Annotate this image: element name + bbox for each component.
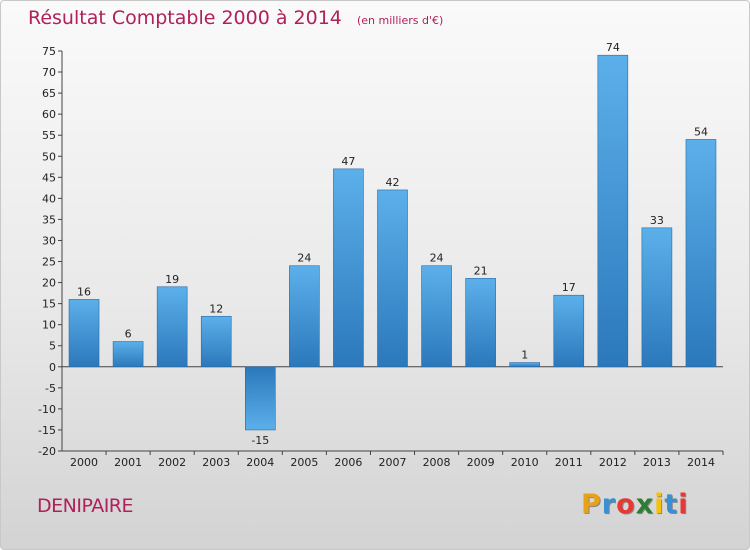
bar — [685, 139, 717, 368]
data-label: 24 — [430, 252, 444, 265]
bar — [156, 286, 188, 368]
x-tick-label: 2008 — [423, 456, 451, 469]
data-label: 19 — [165, 273, 179, 286]
x-tick-label: 2013 — [643, 456, 671, 469]
bar — [200, 315, 232, 368]
y-tick-label: 75 — [42, 45, 56, 58]
y-tick-label: -5 — [45, 382, 56, 395]
y-tick-label: 50 — [42, 150, 56, 163]
logo-letter: t — [664, 489, 679, 520]
y-tick-label: 55 — [42, 129, 56, 142]
proxiti-logo: Proxiti — [581, 489, 689, 520]
data-label: 16 — [77, 285, 91, 298]
logo-letter: i — [654, 489, 665, 520]
chart-title: Résultat Comptable 2000 à 2014 — [28, 7, 342, 29]
bar — [421, 265, 452, 368]
data-label: 12 — [209, 302, 223, 315]
y-tick-label: 60 — [42, 108, 56, 121]
y-tick-label: -10 — [38, 403, 56, 416]
x-tick-label: 2005 — [290, 456, 318, 469]
y-tick-label: 25 — [42, 256, 56, 269]
y-tick-label: 0 — [49, 361, 56, 374]
logo-letter: x — [635, 489, 655, 520]
bar — [641, 227, 673, 368]
y-tick-label: 45 — [42, 171, 56, 184]
data-label: 54 — [694, 125, 708, 138]
x-tick-label: 2003 — [202, 456, 230, 469]
x-tick-label: 2012 — [599, 456, 627, 469]
logo-letter: i — [678, 489, 689, 520]
y-tick-label: 35 — [42, 213, 56, 226]
x-tick-label: 2001 — [114, 456, 142, 469]
logo-letter: o — [616, 489, 636, 520]
y-tick-label: -20 — [38, 445, 56, 458]
axes: -20 -15 -10 -5 0 5 10 15 20 25 30 35 40 45 50 55 60 65 70 7… — [38, 45, 724, 469]
bar — [68, 299, 100, 368]
x-tick-label: 2009 — [467, 456, 495, 469]
data-label: 33 — [650, 214, 664, 227]
x-tick-label: 2007 — [379, 456, 407, 469]
bar — [333, 168, 364, 368]
data-label: 1 — [521, 349, 528, 362]
data-label: 24 — [297, 252, 311, 265]
y-tick-label: 10 — [42, 319, 56, 332]
commune-name: DENIPAIRE — [37, 495, 134, 517]
bar — [509, 362, 541, 368]
data-label: 74 — [606, 41, 620, 54]
y-tick-label: 30 — [42, 234, 56, 247]
x-tick-label: 2000 — [70, 456, 98, 469]
bar — [377, 189, 408, 368]
title-row: Résultat Comptable 2000 à 2014 (en milli… — [28, 7, 443, 29]
bar — [553, 294, 585, 368]
data-label: -15 — [251, 434, 269, 447]
bars — [68, 54, 717, 431]
data-label: 6 — [125, 328, 132, 341]
y-tick-label: 5 — [49, 340, 56, 353]
y-tick-label: 65 — [42, 87, 56, 100]
logo-letter: r — [601, 489, 617, 520]
bar — [289, 265, 320, 368]
bar — [245, 366, 276, 431]
x-tick-label: 2014 — [687, 456, 715, 469]
x-tick-label: 2004 — [246, 456, 274, 469]
data-label: 47 — [341, 155, 355, 168]
chart-subtitle: (en milliers d'€) — [356, 14, 444, 27]
x-tick-label: 2010 — [511, 456, 539, 469]
data-label: 21 — [474, 264, 488, 277]
logo-letter: P — [581, 489, 602, 520]
x-tick-label: 2011 — [555, 456, 583, 469]
bar — [597, 54, 629, 368]
data-label: 42 — [386, 176, 400, 189]
y-tick-label: 15 — [42, 298, 56, 311]
data-labels: 16 6 19 12 -15 24 47 42 24 21 1 17 74 33 54 — [77, 41, 708, 447]
x-tick-label: 2006 — [334, 456, 362, 469]
y-tick-label: -15 — [38, 424, 56, 437]
y-tick-label: 40 — [42, 192, 56, 205]
bar — [465, 278, 496, 368]
y-tick-label: 70 — [42, 66, 56, 79]
bar — [112, 341, 144, 368]
y-tick-label: 20 — [42, 277, 56, 290]
x-tick-label: 2002 — [158, 456, 186, 469]
data-label: 17 — [562, 281, 576, 294]
